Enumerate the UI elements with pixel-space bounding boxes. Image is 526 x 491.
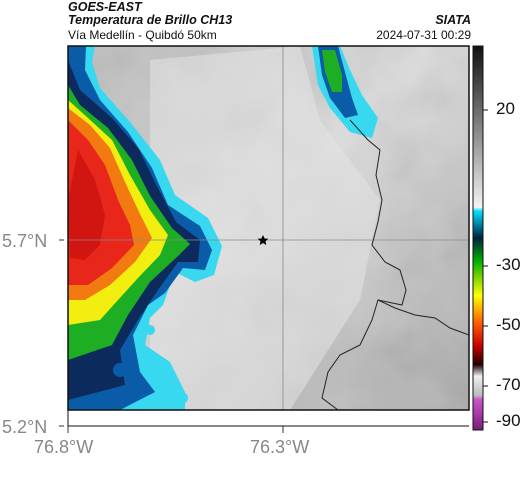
colorbar-label-m50: -50: [496, 315, 521, 334]
satellite-name: GOES-EAST: [68, 0, 142, 14]
datetime-label: 2024-07-31 00:29: [376, 28, 471, 42]
colorbar-label-m30: -30: [496, 255, 521, 274]
source-label: SIATA: [435, 13, 471, 27]
location-label: Vía Medellín - Quibdó 50km: [68, 28, 217, 42]
lat-label-5-2: 5.2°N: [2, 417, 48, 437]
lon-label-76-8: 76.8°W: [34, 437, 94, 457]
colorbar-label-m70: -70: [496, 375, 521, 394]
cold-cloud-mass: [68, 46, 222, 410]
colorbar: [472, 45, 484, 431]
colorbar-label-20: 20: [496, 99, 515, 118]
lon-label-76-3: 76.3°W: [250, 437, 310, 457]
star-marker: [257, 235, 269, 245]
ne-cloud-cell: [312, 46, 378, 138]
map-frame: [67, 45, 470, 411]
product-title: Temperatura de Brillo CH13: [68, 13, 233, 27]
colorbar-label-m90: -90: [496, 411, 521, 430]
department-border: [321, 119, 407, 410]
country-border: [377, 299, 469, 336]
lat-label-5-7: 5.7°N: [2, 231, 48, 251]
